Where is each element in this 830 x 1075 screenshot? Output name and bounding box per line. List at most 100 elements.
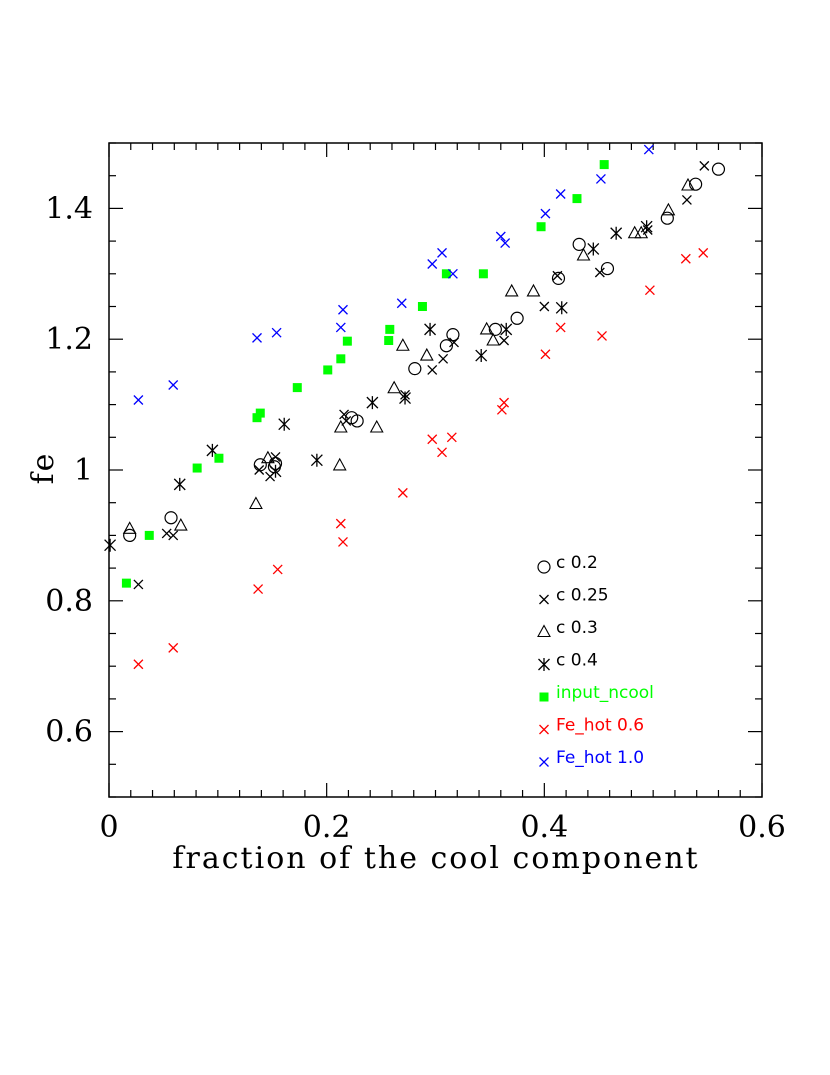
series-fe-hot-1-0 [133, 144, 654, 405]
legend-label: Fe_hot 0.6 [556, 716, 644, 736]
data-point [323, 365, 333, 375]
data-point [539, 301, 550, 312]
data-point [335, 518, 346, 529]
data-point [540, 349, 551, 360]
data-point [144, 530, 154, 540]
data-point [272, 564, 283, 575]
data-point [104, 538, 117, 552]
data-point [332, 457, 347, 471]
data-point [387, 380, 402, 394]
data-point [599, 160, 609, 170]
axis-tick-labels: 0 0.2 0.4 0.6 0.6 0.8 1 1.2 1.4 [45, 191, 786, 845]
data-point [627, 225, 642, 239]
y-tick-label: 1.2 [45, 322, 93, 357]
data-point [122, 521, 137, 534]
axis-ticks [108, 142, 763, 798]
y-axis-label: fe [26, 452, 61, 485]
legend-label: c 0.3 [556, 618, 598, 638]
data-point [252, 332, 262, 343]
data-point [681, 177, 695, 191]
data-point [255, 408, 265, 418]
series-c-0-2 [123, 162, 726, 543]
data-point [339, 409, 350, 420]
legend-marker [539, 594, 549, 605]
data-point [572, 194, 582, 204]
data-point [173, 477, 186, 491]
x-tick-label: 0.6 [738, 810, 786, 845]
data-point [447, 268, 458, 279]
data-point [475, 349, 488, 363]
data-point [536, 222, 546, 232]
data-point [449, 337, 459, 348]
legend-marker [537, 624, 551, 638]
series-c-0-4 [104, 220, 653, 552]
legend-label: Fe_hot 1.0 [556, 748, 644, 768]
data-point [661, 202, 676, 216]
legend-marker [537, 560, 551, 574]
data-point [699, 160, 710, 171]
data-point [600, 261, 615, 276]
data-point [121, 578, 131, 588]
data-point [495, 231, 506, 242]
data-point [254, 465, 265, 475]
data-point [644, 285, 655, 296]
data-point [441, 269, 451, 279]
data-point [133, 659, 144, 670]
data-point [496, 404, 507, 415]
data-point [572, 237, 586, 251]
data-point [437, 447, 447, 458]
legend-label: c 0.4 [556, 651, 598, 671]
data-point [408, 362, 422, 376]
x-axis-label: fraction of the cool component [172, 841, 699, 876]
y-tick-label: 1.4 [45, 191, 93, 226]
data-point [478, 269, 488, 279]
data-point [526, 283, 541, 297]
y-tick-label: 0.8 [45, 584, 93, 619]
data-point [369, 419, 384, 433]
data-point [488, 322, 502, 336]
data-point [555, 322, 566, 333]
data-point [385, 324, 395, 334]
data-point [123, 528, 137, 543]
x-tick-label: 0 [99, 810, 118, 845]
data-point [336, 354, 346, 364]
x-tick-label: 0.4 [520, 810, 568, 845]
legend-label: c 0.2 [556, 553, 598, 573]
data-point [366, 396, 379, 410]
data-point [551, 271, 566, 285]
data-point [660, 211, 674, 225]
data-point [689, 177, 703, 191]
data-point [252, 413, 262, 423]
data-point [643, 144, 654, 155]
data-point [594, 267, 605, 278]
data-point [552, 270, 563, 281]
data-point [395, 338, 410, 351]
data-point [500, 322, 513, 336]
data-point [253, 584, 264, 594]
data-point [479, 321, 494, 335]
data-point [168, 380, 179, 390]
data-point [504, 283, 519, 297]
data-point [399, 391, 411, 405]
legend-marker [539, 757, 549, 767]
data-point [341, 415, 352, 426]
legend: c 0.2 c 0.25 c 0.3 c 0.4 input_ncool Fe_hot 0… [537, 553, 654, 768]
data-point [168, 642, 179, 653]
data-point [417, 302, 427, 311]
data-points [104, 144, 726, 670]
data-point [310, 453, 323, 467]
legend-marker [539, 692, 549, 702]
data-point [610, 226, 623, 240]
series-input-ncool [121, 160, 609, 588]
x-tick-label: 0.2 [303, 810, 351, 845]
data-point [640, 220, 653, 234]
data-point [333, 419, 348, 433]
data-point [540, 208, 551, 219]
data-point [278, 417, 291, 431]
data-point [680, 253, 691, 264]
data-point [168, 530, 179, 541]
data-point [555, 301, 568, 315]
data-point [698, 247, 709, 258]
data-point [424, 322, 437, 336]
